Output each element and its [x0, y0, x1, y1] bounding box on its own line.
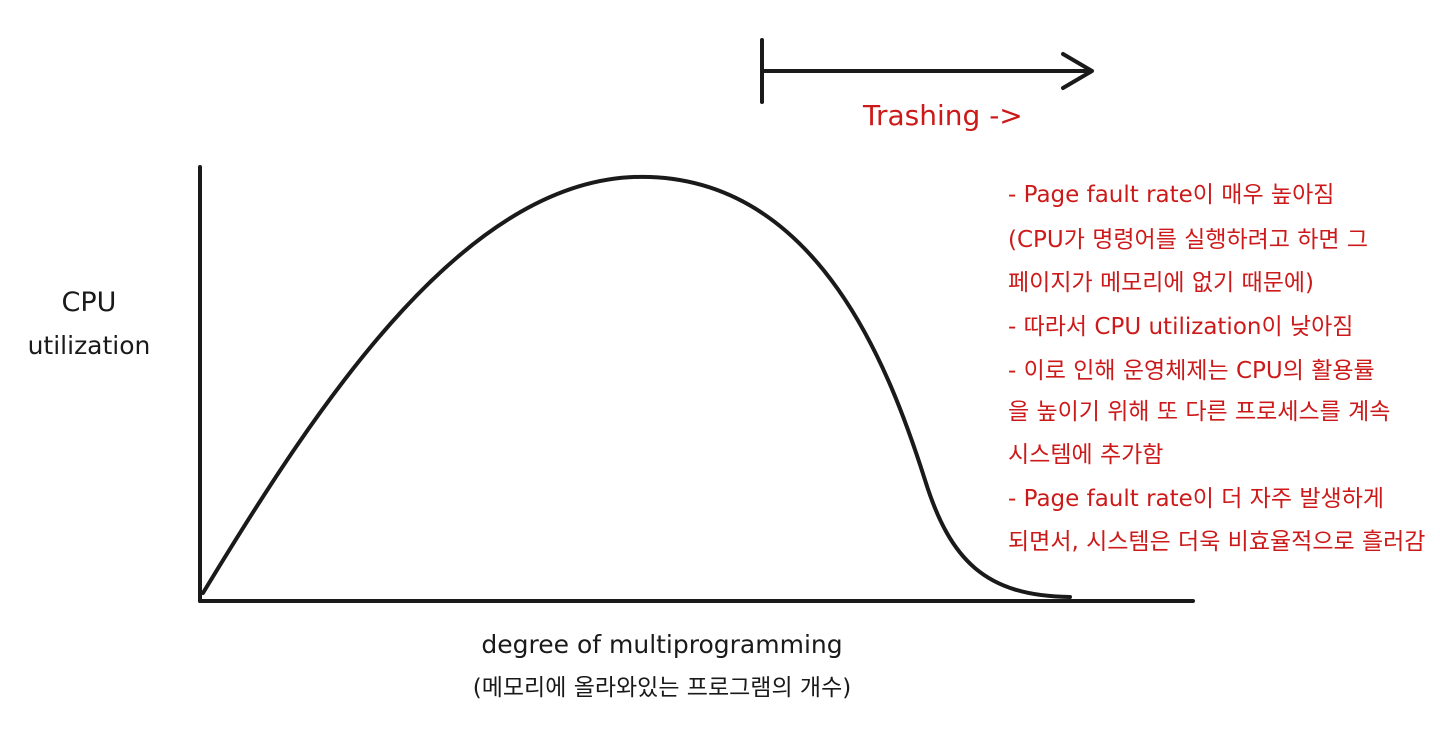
note-line-8: - Page fault rate이 더 자주 발생하게 [1008, 486, 1384, 512]
x-axis-label-line-1: degree of multiprogramming [481, 630, 842, 659]
thrashing-arrow-head [1061, 52, 1094, 90]
thrashing-label: Trashing -> [862, 99, 1023, 132]
note-line-4: - 따라서 CPU utilization이 낮아짐 [1008, 314, 1353, 340]
y-axis-label-line-1: CPU [62, 287, 117, 318]
cpu-utilization-curve [201, 174, 1072, 599]
note-line-3: 페이지가 메모리에 없기 때문에) [1008, 270, 1314, 296]
thrashing-notes: - Page fault rate이 매우 높아짐 (CPU가 명령어를 실행하… [1008, 182, 1425, 555]
note-line-1: - Page fault rate이 매우 높아짐 [1008, 182, 1334, 208]
note-line-5: - 이로 인해 운영체제는 CPU의 활용률 [1008, 358, 1375, 384]
note-line-9: 되면서, 시스템은 더욱 비효율적으로 흘러감 [1008, 529, 1425, 555]
note-line-7: 시스템에 추가함 [1008, 442, 1163, 468]
note-line-6: 을 높이기 위해 또 다른 프로세스를 계속 [1008, 399, 1390, 425]
x-axis-label-line-2: (메모리에 올라와있는 프로그램의 개수) [473, 675, 851, 701]
y-axis-label-line-2: utilization [28, 331, 151, 360]
note-line-2: (CPU가 명령어를 실행하려고 하면 그 [1008, 227, 1368, 253]
